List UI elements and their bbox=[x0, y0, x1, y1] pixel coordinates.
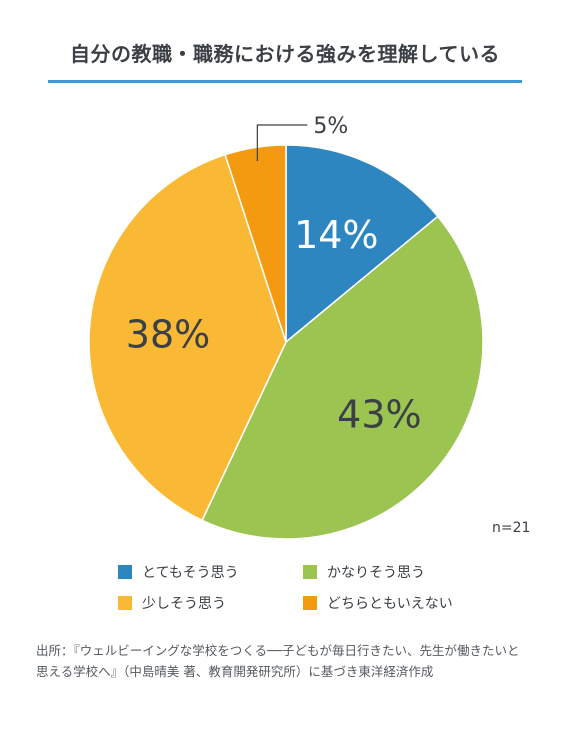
leader-line-4 bbox=[256, 124, 308, 162]
pie-slice-3 bbox=[88, 153, 287, 522]
chart-title: 自分の教職・職務における強みを理解している bbox=[70, 42, 500, 66]
sample-size-annotation: n=21 bbox=[492, 520, 531, 536]
source-line-2: 思える学校へ』（中島晴美 著、教育開発研究所）に基づき東洋経済作成 bbox=[36, 664, 434, 679]
pie-slice-4 bbox=[224, 144, 287, 343]
pie-slice-1 bbox=[285, 144, 439, 344]
data-label-4: 5% bbox=[313, 114, 348, 139]
data-label-1: 14% bbox=[294, 213, 378, 257]
title-divider bbox=[48, 80, 522, 83]
source-note: 出所：『ウェルビーイングな学校をつくる──子どもが毎日行きたい、先生が働きたいと… bbox=[36, 640, 546, 682]
pie-slice-2 bbox=[201, 215, 484, 540]
data-label-2: 43% bbox=[337, 392, 421, 436]
data-label-3: 38% bbox=[126, 313, 210, 357]
source-line-1: 出所：『ウェルビーイングな学校をつくる──子どもが毎日行きたい、先生が働きたいと bbox=[36, 643, 520, 658]
